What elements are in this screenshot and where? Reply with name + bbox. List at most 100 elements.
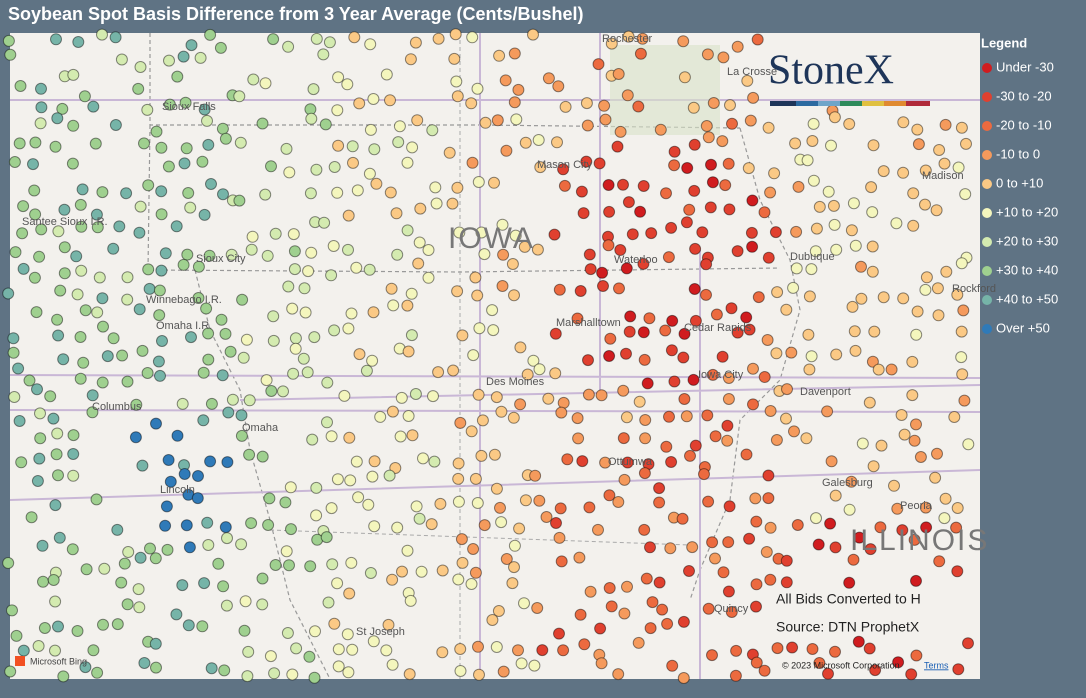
bid-dot xyxy=(67,429,80,442)
bid-dot xyxy=(202,539,215,551)
legend-label: -30 to -20 xyxy=(996,88,1052,103)
bid-dot xyxy=(508,561,520,574)
bid-dot xyxy=(452,457,465,470)
bid-dot xyxy=(534,161,547,174)
bid-dot xyxy=(768,167,781,180)
bid-dot xyxy=(308,671,321,684)
bid-dot xyxy=(412,257,425,270)
legend-swatch xyxy=(982,266,992,276)
bid-dot xyxy=(621,89,634,102)
bid-dot xyxy=(451,181,464,194)
bid-dot xyxy=(198,577,211,590)
bid-dot xyxy=(696,226,709,239)
bid-dot xyxy=(280,545,293,558)
bid-dot xyxy=(17,644,30,657)
legend: Legend Under -30 -30 to -20 -20 to -10 -10 … xyxy=(981,35,1058,335)
bid-dot xyxy=(617,432,630,445)
bid-dot xyxy=(750,578,763,591)
bid-dot xyxy=(134,551,147,564)
bid-dot xyxy=(702,602,715,615)
bid-dot xyxy=(933,555,946,568)
bid-dot xyxy=(162,160,175,173)
attribution: Microsoft Bing xyxy=(30,656,87,666)
bid-dot xyxy=(197,366,210,379)
bid-dot xyxy=(455,533,468,546)
bid-dot xyxy=(391,521,404,534)
bid-dot xyxy=(471,289,484,302)
bid-dot xyxy=(327,240,340,252)
bid-dot xyxy=(951,565,964,578)
bid-dot xyxy=(152,355,165,368)
bid-dot xyxy=(688,184,701,197)
bid-dot xyxy=(709,552,721,565)
bid-dot xyxy=(367,635,380,648)
bid-dot xyxy=(307,83,320,96)
place: Rockford xyxy=(952,283,996,295)
bid-dot xyxy=(178,157,191,170)
bid-dot xyxy=(246,230,259,243)
bid-dot xyxy=(950,521,963,534)
bid-dot xyxy=(133,303,146,316)
bid-dot xyxy=(224,345,237,358)
bid-dot xyxy=(645,227,658,240)
bid-dot xyxy=(405,329,418,342)
bid-dot xyxy=(447,364,460,377)
bid-dot xyxy=(384,186,397,199)
bid-dot xyxy=(469,566,482,579)
bid-dot xyxy=(593,157,606,170)
bid-dot xyxy=(730,644,743,657)
bid-dot xyxy=(905,668,918,681)
bid-dot xyxy=(304,187,317,200)
bid-dot xyxy=(853,531,866,544)
bid-dot xyxy=(574,285,587,297)
bid-dot xyxy=(910,574,922,587)
bid-dot xyxy=(597,280,609,292)
bid-dot xyxy=(393,120,406,133)
bid-dot xyxy=(448,52,461,65)
bid-dot xyxy=(277,385,289,398)
place: Winnebago I.R. xyxy=(146,294,222,306)
bid-dot xyxy=(731,40,744,53)
bid-dot xyxy=(205,178,217,190)
bid-dot xyxy=(204,28,217,41)
bid-dot xyxy=(785,346,798,359)
bid-dot xyxy=(801,154,814,167)
bid-dot xyxy=(219,327,232,340)
bid-dot xyxy=(115,576,128,589)
bid-dot xyxy=(907,219,920,232)
bid-dot xyxy=(471,82,484,95)
bid-dot xyxy=(472,388,485,401)
bid-dot xyxy=(93,271,106,284)
bid-dot xyxy=(374,410,387,423)
bid-dot xyxy=(78,90,91,103)
bid-dot xyxy=(508,289,520,302)
bid-dot xyxy=(74,331,87,343)
bid-dot xyxy=(890,217,903,230)
bid-dot xyxy=(346,140,359,153)
bid-dot xyxy=(434,497,447,510)
bid-dot xyxy=(52,329,65,342)
bid-dot xyxy=(702,495,715,508)
bid-dot xyxy=(342,322,355,335)
bid-dot xyxy=(351,184,364,197)
bid-dot xyxy=(747,91,760,104)
bid-dot xyxy=(342,666,355,679)
bid-dot xyxy=(741,74,754,87)
bid-dot xyxy=(170,220,183,233)
bid-dot xyxy=(13,415,26,427)
bid-dot xyxy=(810,222,823,235)
bid-dot xyxy=(33,250,46,263)
bid-dot xyxy=(771,642,784,655)
bid-dot xyxy=(451,285,464,298)
bid-dot xyxy=(368,455,381,468)
bid-dot xyxy=(465,425,478,438)
bid-dot xyxy=(380,68,393,81)
bid-dot xyxy=(320,531,333,544)
bid-dot xyxy=(325,502,338,515)
bid-dot xyxy=(51,427,64,440)
bid-dot xyxy=(328,324,341,337)
bid-dot xyxy=(153,309,166,322)
place: Sioux City xyxy=(196,253,246,265)
terms-link[interactable]: Terms xyxy=(924,660,949,670)
